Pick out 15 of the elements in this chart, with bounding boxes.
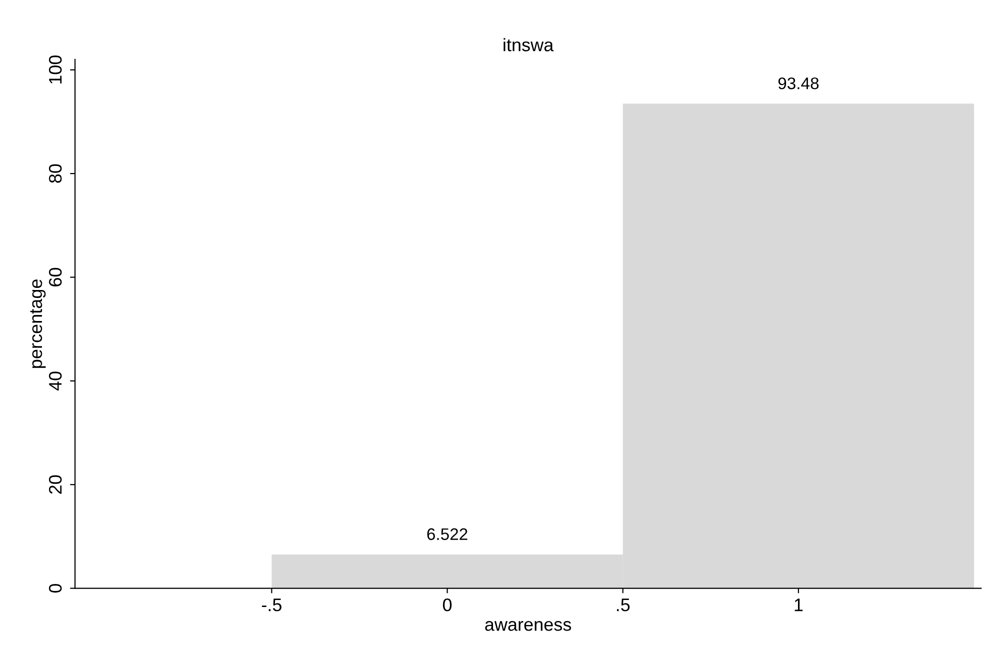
chart-title: itnswa: [504, 38, 554, 52]
data-label: 6.522: [427, 528, 468, 540]
x-tick-label: .5: [616, 598, 630, 612]
x-axis-title: awareness: [485, 620, 572, 631]
y-axis-title: percentage: [30, 280, 46, 368]
y-tick-label: 100: [48, 56, 62, 84]
y-tick-label: 20: [48, 475, 62, 494]
y-tick-label: 60: [48, 268, 62, 286]
y-tick-label: 0: [48, 584, 62, 593]
x-tick-label: -.5: [262, 598, 282, 612]
y-tick-label: 80: [48, 164, 62, 183]
x-tick-label: 1: [794, 598, 803, 612]
y-tick-label: 40: [48, 372, 62, 391]
x-tick-label: 0: [442, 598, 452, 612]
data-label: 93.48: [778, 77, 819, 90]
